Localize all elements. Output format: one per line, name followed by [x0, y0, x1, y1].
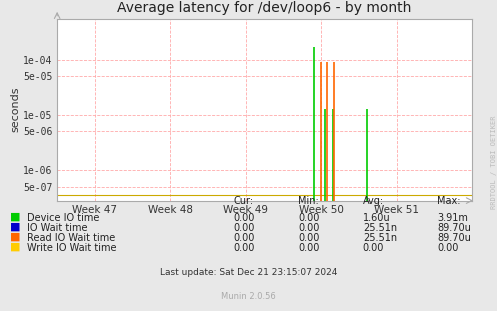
Text: ■: ■ — [10, 242, 20, 252]
Text: 1.60u: 1.60u — [363, 213, 391, 223]
Y-axis label: seconds: seconds — [10, 87, 20, 132]
Text: Write IO Wait time: Write IO Wait time — [27, 243, 117, 253]
Text: 0.00: 0.00 — [298, 213, 320, 223]
Text: IO Wait time: IO Wait time — [27, 223, 88, 233]
Text: Avg:: Avg: — [363, 196, 384, 206]
Text: 0.00: 0.00 — [298, 233, 320, 243]
Text: 89.70u: 89.70u — [437, 233, 471, 243]
Text: 89.70u: 89.70u — [437, 223, 471, 233]
Text: 0.00: 0.00 — [234, 233, 255, 243]
Text: 0.00: 0.00 — [437, 243, 459, 253]
Text: Max:: Max: — [437, 196, 461, 206]
Text: 0.00: 0.00 — [234, 213, 255, 223]
Text: 25.51n: 25.51n — [363, 223, 397, 233]
Text: 3.91m: 3.91m — [437, 213, 468, 223]
Text: Last update: Sat Dec 21 23:15:07 2024: Last update: Sat Dec 21 23:15:07 2024 — [160, 268, 337, 277]
Text: 0.00: 0.00 — [298, 243, 320, 253]
Text: ■: ■ — [10, 222, 20, 232]
Text: 0.00: 0.00 — [234, 223, 255, 233]
Title: Average latency for /dev/loop6 - by month: Average latency for /dev/loop6 - by mont… — [117, 1, 412, 15]
Text: Read IO Wait time: Read IO Wait time — [27, 233, 116, 243]
Text: ■: ■ — [10, 212, 20, 222]
Text: 0.00: 0.00 — [234, 243, 255, 253]
Text: Min:: Min: — [298, 196, 319, 206]
Text: ■: ■ — [10, 232, 20, 242]
Text: 25.51n: 25.51n — [363, 233, 397, 243]
Text: RRDTOOL / TOBI OETIKER: RRDTOOL / TOBI OETIKER — [491, 115, 497, 209]
Text: 0.00: 0.00 — [363, 243, 384, 253]
Text: Cur:: Cur: — [234, 196, 253, 206]
Text: Munin 2.0.56: Munin 2.0.56 — [221, 292, 276, 301]
Text: Device IO time: Device IO time — [27, 213, 100, 223]
Text: 0.00: 0.00 — [298, 223, 320, 233]
